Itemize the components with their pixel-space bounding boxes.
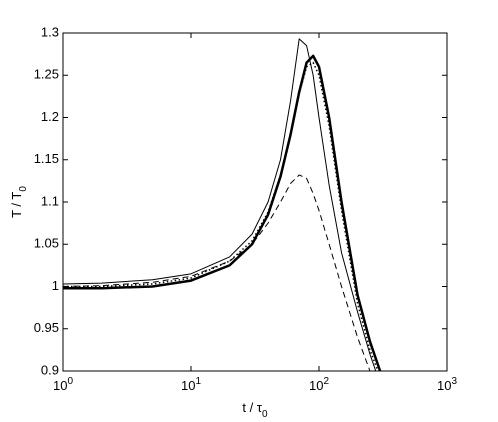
- y-tick-label: 0.9: [41, 362, 59, 377]
- x-tick-label: 101: [181, 376, 201, 394]
- plot-lines: [63, 38, 382, 371]
- y-tick-label: 1.1: [41, 193, 59, 208]
- data-line: [63, 38, 377, 371]
- y-tick-label: 1.05: [34, 236, 59, 251]
- x-tick-label: 102: [309, 376, 329, 394]
- x-axis-label: t / τ0: [242, 400, 268, 419]
- data-line: [63, 174, 371, 371]
- x-tick-label: 103: [437, 376, 457, 394]
- y-tick-label: 1.15: [34, 151, 59, 166]
- x-tick-label: 100: [53, 376, 73, 394]
- plot-frame: [62, 32, 448, 372]
- y-tick-label: 1.2: [41, 109, 59, 124]
- y-axis-label: T / T0: [9, 186, 28, 218]
- data-line: [63, 54, 382, 371]
- y-tick-label: 1: [52, 278, 59, 293]
- y-tick-label: 1.25: [34, 67, 59, 82]
- data-line: [63, 61, 379, 371]
- y-tick-label: 0.95: [34, 320, 59, 335]
- y-tick-label: 1.3: [41, 24, 59, 39]
